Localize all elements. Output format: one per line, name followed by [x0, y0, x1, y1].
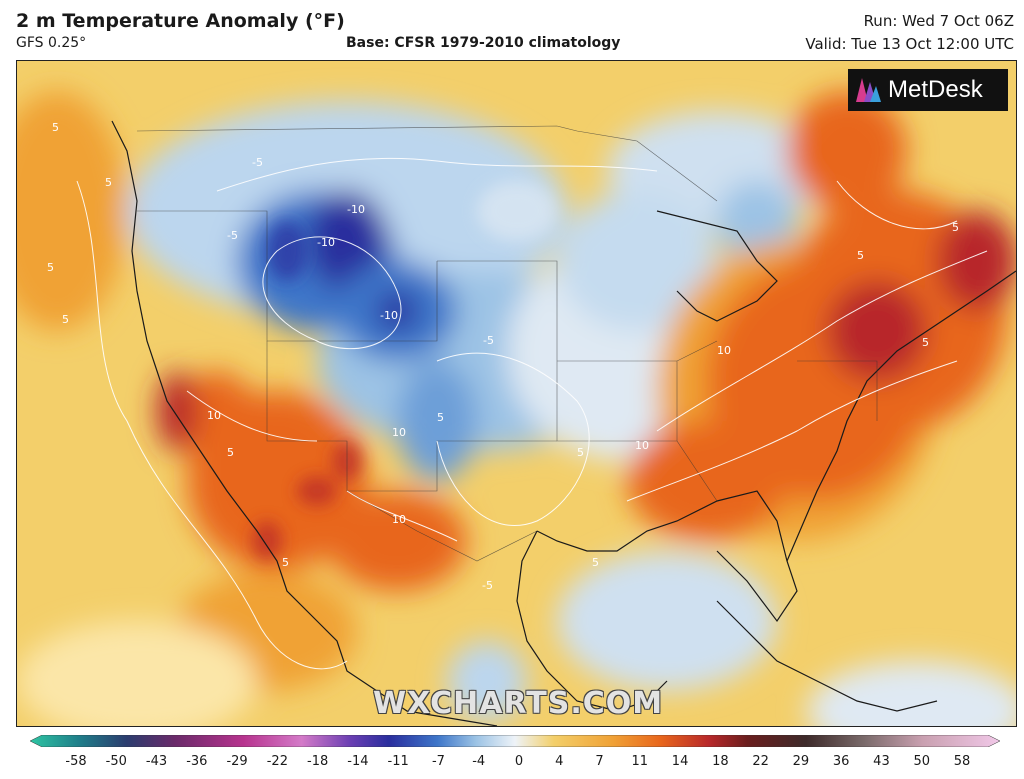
- legend-tick-label: 22: [752, 754, 769, 769]
- metdesk-logo: MetDesk: [848, 69, 1008, 111]
- contour-label: 5: [47, 261, 54, 274]
- contour-label: 5: [592, 556, 599, 569]
- valid-time-label: Valid: Tue 13 Oct 12:00 UTC: [805, 35, 1014, 53]
- contour-lines: [76, 157, 988, 670]
- contour-label: 10: [635, 439, 649, 452]
- legend-tick-label: 58: [953, 754, 971, 769]
- legend-tick-label: 14: [671, 754, 689, 769]
- legend-tick-label: 11: [631, 754, 649, 769]
- legend-tick-label: 36: [832, 754, 850, 769]
- legend-tick-label: 43: [873, 754, 890, 769]
- legend-tick-label: 18: [712, 754, 729, 769]
- legend-tick-label: 29: [792, 754, 810, 769]
- contour-label: 5: [922, 336, 929, 349]
- metdesk-logo-text: MetDesk: [888, 76, 983, 103]
- contour-label: 10: [392, 426, 406, 439]
- contour-label: 5: [952, 221, 959, 234]
- legend-tick-label: -4: [472, 754, 486, 769]
- legend-tick-label: -11: [387, 754, 409, 769]
- contour-label: -5: [252, 156, 263, 169]
- chart-title: 2 m Temperature Anomaly (°F): [16, 10, 345, 32]
- contour-label: 10: [717, 344, 731, 357]
- coastlines: [111, 120, 1016, 726]
- contour-label: 5: [437, 411, 444, 424]
- map-canvas: 5 5 5 5 -5 -5 -10 -10 -10 -5 5 10 10 10 …: [17, 61, 1016, 726]
- contour-label: -5: [482, 579, 493, 592]
- contour-label: 5: [62, 313, 69, 326]
- legend-tick-label: -7: [431, 754, 445, 769]
- legend-tick-label: 0: [514, 754, 524, 769]
- wxcharts-watermark: WXCHARTS.COM: [373, 686, 664, 721]
- legend-colorbar: [30, 735, 1000, 747]
- anomaly-map: 5 5 5 5 -5 -5 -10 -10 -10 -5 5 10 10 10 …: [16, 60, 1017, 727]
- model-label: GFS 0.25°: [16, 35, 87, 51]
- contour-label: -10: [317, 236, 335, 249]
- contour-label: -5: [227, 229, 238, 242]
- contour-label: 5: [577, 446, 584, 459]
- contour-label: 10: [392, 513, 406, 526]
- contour-label: 5: [52, 121, 59, 134]
- legend-tick-label: -43: [145, 754, 168, 769]
- legend-tick-label: -29: [226, 754, 248, 769]
- legend-tick-label: -14: [347, 754, 369, 769]
- legend-tick-label: 4: [555, 754, 564, 769]
- contour-label: 5: [227, 446, 234, 459]
- contour-label: 5: [857, 249, 864, 262]
- contour-label-layer: 5 5 5 5 -5 -5 -10 -10 -10 -5 5 10 10 10 …: [47, 121, 959, 592]
- legend-tick-label: -18: [307, 754, 329, 769]
- climatology-base-label: Base: CFSR 1979-2010 climatology: [346, 35, 621, 51]
- legend-tick-label: -58: [65, 754, 87, 769]
- contour-label: -10: [380, 309, 398, 322]
- legend-tick-label: 50: [913, 754, 930, 769]
- contour-label: -5: [483, 334, 494, 347]
- legend-tick-label: -36: [186, 754, 208, 769]
- legend-tick-label: -50: [105, 754, 127, 769]
- contour-label: 5: [282, 556, 289, 569]
- anomaly-speckle: [252, 181, 557, 561]
- contour-label: 5: [105, 176, 112, 189]
- legend-tick-labels: -58 -50 -43 -36 -29 -22 -18 -14 -11 -7 -4 0 4 7 11 14 18…: [30, 754, 1000, 772]
- contour-label: -10: [347, 203, 365, 216]
- run-time-label: Run: Wed 7 Oct 06Z: [863, 12, 1014, 30]
- contour-label: 10: [207, 409, 221, 422]
- legend-tick-label: 7: [595, 754, 604, 769]
- legend-tick-label: -22: [266, 754, 288, 769]
- metdesk-logo-icon: [856, 78, 881, 102]
